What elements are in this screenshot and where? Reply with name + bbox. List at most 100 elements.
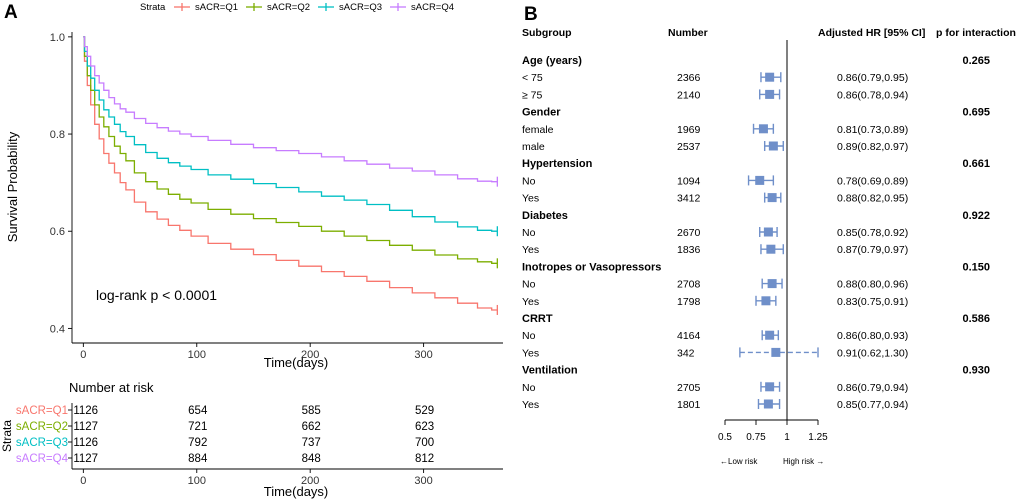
subgroup-label: Yes [522,244,539,256]
subgroup-label: ≥ 75 [522,89,543,101]
risk-x-tick-label: 0 [80,475,86,487]
risk-x-tick-label: 100 [188,475,206,487]
hr-point [766,244,776,254]
km-curves [83,36,498,315]
legend-label-sacr-q3: sACR=Q3 [339,2,382,13]
header-number: Number [668,27,708,39]
number-value: 2708 [677,279,701,291]
legend-label-sacr-q4: sACR=Q4 [411,2,454,13]
risk-y-axis-label: Strata [0,420,14,452]
risk-value: 1126 [73,437,98,449]
subgroup-label: female [522,124,554,136]
subgroup-label: No [522,382,536,394]
hr-ci-text: 0.81(0.73,0.89) [837,124,908,136]
risk-value: 812 [415,453,434,465]
subgroup-label: Yes [522,399,539,411]
number-value: 1969 [677,124,701,136]
group-label: Ventilation [522,365,578,377]
hr-point [761,296,771,306]
risk-value: 654 [188,405,208,417]
number-value: 2537 [677,141,701,153]
x-tick-label: 0 [80,349,86,361]
number-value: 2140 [677,89,701,101]
y-tick-label: 1.0 [50,32,65,44]
x-tick-label: 200 [301,349,319,361]
number-value: 2705 [677,382,701,394]
risk-rows: sACR=Q1 1126 654 585 529 sACR=Q2 1127 721 662 623… [16,405,434,465]
hr-point [765,330,775,340]
panel-label-a: A [4,2,18,23]
hr-point [765,382,775,392]
subgroup-label: male [522,141,545,153]
forest-plot: Subgroup Number Adjusted HR [95% CI] p f… [522,27,1016,466]
high-risk-label: High risk → [783,457,824,466]
p-interaction: 0.150 [962,261,990,273]
legend-label-sacr-q1: sACR=Q1 [195,2,238,13]
hr-point [771,347,781,357]
p-interaction: 0.586 [962,313,990,325]
subgroup-label: Yes [522,347,539,359]
hr-ci-text: 0.86(0.80,0.93) [837,330,908,342]
number-value: 1836 [677,244,701,256]
risk-value: 529 [415,405,434,417]
km-curve-sacr-q1 [83,36,498,311]
number-value: 2670 [677,227,701,239]
legend-label-sacr-q2: sACR=Q2 [267,2,310,13]
subgroup-label: < 75 [522,72,543,84]
x-tick-label: 100 [188,349,206,361]
number-value: 1094 [677,175,701,187]
risk-row-label: sACR=Q1 [16,405,68,417]
forest-tick-label: 1.25 [808,432,828,443]
group-label: Gender [522,107,561,119]
subgroup-label: Yes [522,193,539,205]
risk-value: 700 [415,437,434,449]
p-interaction: 0.922 [962,210,990,222]
km-plot: 0.4 0.6 0.8 1.0 0 100 200 300 log-rank p < 0.0… [5,32,503,370]
risk-value: 848 [302,453,321,465]
hr-point [768,141,778,151]
risk-table-title: Number at risk [69,380,154,395]
hr-ci-text: 0.91(0.62,1.30) [837,347,908,359]
number-value: 342 [677,347,695,359]
number-value: 4164 [677,330,701,342]
risk-value: 721 [188,421,207,433]
risk-value: 662 [302,421,321,433]
km-curve-sacr-q2 [83,36,498,264]
forest-tick-label: 0.5 [718,432,732,443]
panel-label-b: B [524,4,538,25]
forest-tick-label: 0.75 [746,432,766,443]
hr-ci-text: 0.89(0.82,0.97) [837,141,908,153]
y-tick-label: 0.8 [50,129,65,141]
hr-ci-text: 0.86(0.78,0.94) [837,89,908,101]
hr-ci-text: 0.86(0.79,0.95) [837,72,908,84]
hr-ci-text: 0.86(0.79,0.94) [837,382,908,394]
y-tick-label: 0.6 [50,226,65,238]
hr-ci-text: 0.88(0.80,0.96) [837,279,908,291]
p-interaction: 0.661 [962,158,990,170]
group-label: Age (years) [522,55,582,67]
x-tick-label: 300 [414,349,432,361]
forest-rows: Age (years) 0.265 < 75 2366 0.86(0.79,0.95) ≥… [522,55,990,411]
subgroup-label: Yes [522,296,539,308]
group-label: CRRT [522,313,553,325]
hr-point [765,72,775,82]
risk-value: 585 [302,405,321,417]
hr-point [758,124,768,134]
hr-point [767,279,777,289]
header-subgroup: Subgroup [522,27,572,39]
subgroup-label: No [522,330,536,342]
hr-point [763,227,773,237]
low-risk-label: ←Low risk [720,457,758,466]
hr-ci-text: 0.88(0.82,0.95) [837,193,908,205]
forest-tick-label: 1 [784,432,790,443]
km-x-axis-label: Time(days) [264,355,329,370]
hr-point [765,89,775,99]
hr-point [763,399,773,409]
subgroup-label: No [522,175,536,187]
number-value: 1801 [677,399,701,411]
group-label: Diabetes [522,210,568,222]
km-curve-sacr-q3 [83,36,498,232]
hr-point [755,175,765,185]
risk-value: 884 [188,453,208,465]
